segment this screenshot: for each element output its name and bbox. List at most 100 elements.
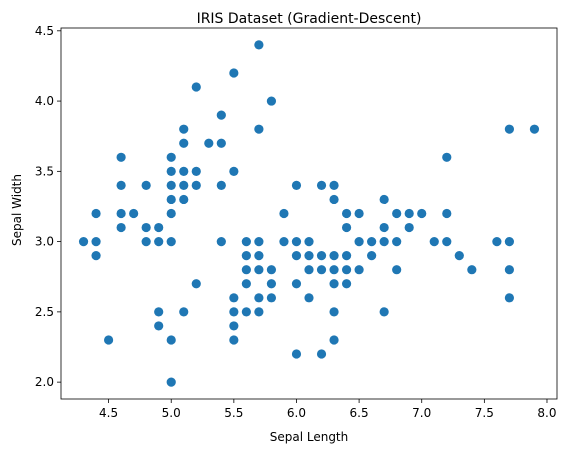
data-point [254,251,264,261]
data-point [454,251,464,261]
data-point [304,265,314,275]
data-point [179,138,189,148]
data-point [529,124,540,134]
data-point [279,208,289,219]
data-point [266,279,277,289]
data-point [216,180,226,190]
data-point [266,265,277,275]
data-point [166,180,176,190]
data-point [191,166,201,176]
y-tick-label: 4.0 [35,94,54,108]
data-point [329,307,339,317]
chart-title: IRIS Dataset (Gradient-Descent) [197,11,422,27]
data-point [216,110,226,120]
data-point [179,166,189,176]
data-point [229,166,239,176]
data-point [392,208,402,219]
data-point [254,307,264,317]
data-point [354,208,364,219]
data-point [367,237,377,247]
data-point [154,321,164,331]
data-point [229,335,239,345]
data-point [291,279,302,289]
data-point [354,237,364,247]
data-point [429,237,439,247]
data-point [129,208,139,219]
data-point [191,82,201,92]
data-point [291,237,302,247]
data-point [504,124,514,134]
data-point [241,265,251,275]
data-point [442,237,452,247]
data-point [316,180,327,190]
data-point [179,180,189,190]
data-point [241,251,251,261]
data-point [329,265,339,275]
data-point [404,208,414,219]
data-point [254,293,264,303]
x-tick-label: 6.0 [287,406,306,420]
data-point [379,307,389,317]
data-point [241,237,251,247]
data-point [492,237,502,247]
data-point [341,208,352,219]
data-point [329,251,339,261]
data-point [442,208,452,219]
data-point [154,307,164,317]
data-point [91,237,101,247]
data-point [254,40,264,50]
data-point [467,265,477,275]
y-tick-label: 4.5 [35,24,54,38]
x-tick-label: 4.5 [99,406,118,420]
data-point [116,180,126,190]
data-point [329,335,339,345]
data-point [354,265,364,275]
data-point [216,138,226,148]
data-point [191,180,201,190]
data-point [304,251,314,261]
data-point [179,307,189,317]
data-point [504,265,514,275]
data-point [204,138,214,148]
data-point [154,237,164,247]
ticks-layer: 4.5 5.0 5.5 6.0 6.5 7.0 7.5 8.0 2.0 2.5 3.0 3.5 4.0 4… [35,24,557,420]
data-point [154,222,164,233]
data-point [229,68,239,78]
data-point [329,194,339,205]
data-point [141,237,151,247]
data-point [291,349,302,359]
data-point [141,222,151,233]
data-point [341,279,352,289]
data-point [91,251,101,261]
data-point [166,166,176,176]
data-point [166,208,176,219]
data-point [104,335,114,345]
data-point [379,237,389,247]
data-point [379,222,389,233]
data-point [116,208,126,219]
data-point [367,251,377,261]
x-axis-label: Sepal Length [270,430,349,444]
x-tick-label: 6.5 [350,406,369,420]
data-point [504,293,514,303]
data-point [166,377,176,387]
data-point [304,237,314,247]
data-point [254,237,264,247]
x-tick-label: 8.0 [537,406,556,420]
x-tick-label: 7.0 [412,406,431,420]
x-tick-label: 7.5 [475,406,494,420]
data-point [316,349,327,359]
data-point [291,251,302,261]
data-point [417,208,427,219]
y-tick-label: 3.0 [35,235,54,249]
data-point [179,124,189,134]
data-point [404,222,414,233]
points-layer [78,40,540,387]
data-point [166,335,176,345]
data-point [442,152,452,162]
data-point [179,194,189,205]
data-point [329,279,339,289]
data-point [141,180,151,190]
y-tick-label: 2.5 [35,305,54,319]
